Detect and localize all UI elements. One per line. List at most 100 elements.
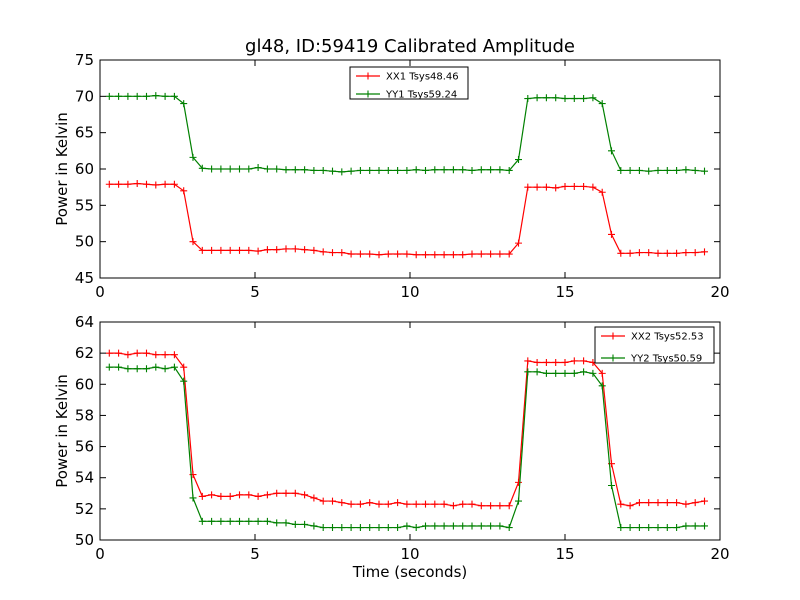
data-point-marker — [626, 524, 634, 532]
data-point-marker — [143, 92, 150, 100]
data-point-marker — [598, 100, 606, 108]
data-point-marker — [217, 165, 225, 173]
data-point-marker — [236, 165, 243, 173]
data-point-marker — [152, 92, 160, 100]
y-tick-label: 54 — [75, 469, 94, 487]
data-point-marker — [673, 499, 681, 507]
data-point-marker — [263, 165, 271, 173]
y-tick-label: 65 — [75, 124, 94, 142]
data-point-marker — [180, 187, 188, 195]
data-point-marker — [366, 524, 374, 532]
y-tick-label: 50 — [75, 531, 94, 549]
data-point-marker — [356, 524, 364, 532]
data-point-marker — [635, 524, 643, 532]
x-tick-label: 5 — [250, 545, 260, 563]
x-tick-label: 5 — [250, 283, 260, 301]
data-point-marker — [263, 491, 271, 499]
data-point-marker — [459, 166, 467, 174]
data-point-marker — [505, 524, 513, 532]
data-point-marker — [301, 246, 309, 254]
data-point-marker — [617, 500, 625, 508]
data-point-marker — [291, 245, 299, 253]
data-point-marker — [115, 349, 123, 357]
data-point-marker — [143, 180, 150, 188]
data-point-marker — [356, 500, 364, 508]
data-point-marker — [394, 499, 402, 507]
data-point-marker — [701, 522, 708, 530]
data-point-marker — [477, 502, 485, 510]
data-point-marker — [515, 497, 522, 505]
data-point-marker — [217, 492, 225, 500]
data-point-marker — [226, 246, 234, 254]
data-point-marker — [617, 166, 625, 174]
data-point-marker — [552, 184, 560, 192]
data-point-marker — [608, 230, 615, 238]
data-point-marker — [338, 168, 346, 176]
data-point-marker — [384, 166, 392, 174]
data-point-marker — [654, 166, 662, 174]
data-point-marker — [115, 92, 123, 100]
data-point-marker — [533, 358, 541, 366]
data-point-marker — [217, 517, 225, 525]
y-tick-label: 70 — [75, 87, 94, 105]
data-point-marker — [515, 239, 522, 247]
data-point-marker — [552, 369, 560, 377]
legend-marker-2 — [364, 90, 372, 98]
legend-marker-1 — [364, 72, 372, 80]
data-point-marker — [273, 519, 281, 527]
x-axis-label: Time (seconds) — [352, 563, 468, 581]
x-tick-label: 10 — [400, 283, 419, 301]
data-point-marker — [561, 358, 569, 366]
data-point-marker — [403, 522, 411, 530]
data-point-marker — [161, 92, 169, 100]
data-point-marker — [580, 357, 588, 365]
y-axis-label: Power in Kelvin — [53, 374, 71, 488]
data-point-marker — [431, 500, 439, 508]
series-line-1 — [109, 352, 705, 507]
data-point-marker — [198, 246, 206, 254]
data-point-marker — [319, 248, 327, 256]
data-point-marker — [468, 522, 476, 530]
data-point-marker — [133, 349, 141, 357]
data-point-marker — [282, 519, 290, 527]
data-point-marker — [403, 166, 411, 174]
data-point-marker — [617, 524, 625, 532]
data-point-marker — [170, 363, 178, 371]
data-point-marker — [701, 497, 708, 505]
data-point-marker — [366, 499, 374, 507]
data-point-marker — [487, 250, 495, 258]
data-point-marker — [319, 524, 327, 532]
data-point-marker — [338, 249, 346, 257]
data-point-marker — [598, 369, 606, 377]
data-point-marker — [329, 249, 336, 257]
data-point-marker — [691, 522, 699, 530]
data-point-marker — [496, 166, 504, 174]
data-point-marker — [515, 478, 522, 486]
data-point-marker — [542, 94, 550, 102]
data-point-marker — [356, 166, 364, 174]
data-point-marker — [626, 166, 634, 174]
data-point-marker — [598, 382, 606, 390]
data-point-marker — [477, 166, 485, 174]
data-point-marker — [524, 183, 532, 191]
data-point-marker — [180, 100, 188, 108]
data-point-marker — [143, 365, 150, 373]
data-point-marker — [375, 251, 383, 259]
data-point-marker — [431, 251, 439, 259]
data-point-marker — [645, 167, 653, 175]
data-point-marker — [226, 492, 234, 500]
data-point-marker — [301, 166, 309, 174]
data-point-marker — [440, 500, 448, 508]
y-tick-label: 60 — [75, 375, 94, 393]
data-point-marker — [347, 524, 355, 532]
data-point-marker — [468, 166, 476, 174]
data-point-marker — [608, 147, 615, 155]
data-point-marker — [496, 250, 504, 258]
data-point-marker — [394, 250, 402, 258]
data-point-marker — [310, 522, 318, 530]
data-point-marker — [673, 249, 681, 257]
data-point-marker — [133, 92, 141, 100]
data-point-marker — [347, 167, 355, 175]
data-point-marker — [236, 246, 243, 254]
